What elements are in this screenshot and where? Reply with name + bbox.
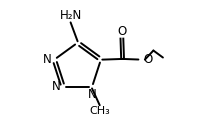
Text: H₂N: H₂N	[59, 9, 82, 22]
Text: N: N	[43, 53, 52, 66]
Text: N: N	[88, 88, 97, 101]
Text: CH₃: CH₃	[89, 106, 110, 116]
Text: O: O	[117, 25, 126, 38]
Text: N: N	[52, 80, 61, 93]
Text: O: O	[143, 53, 152, 66]
